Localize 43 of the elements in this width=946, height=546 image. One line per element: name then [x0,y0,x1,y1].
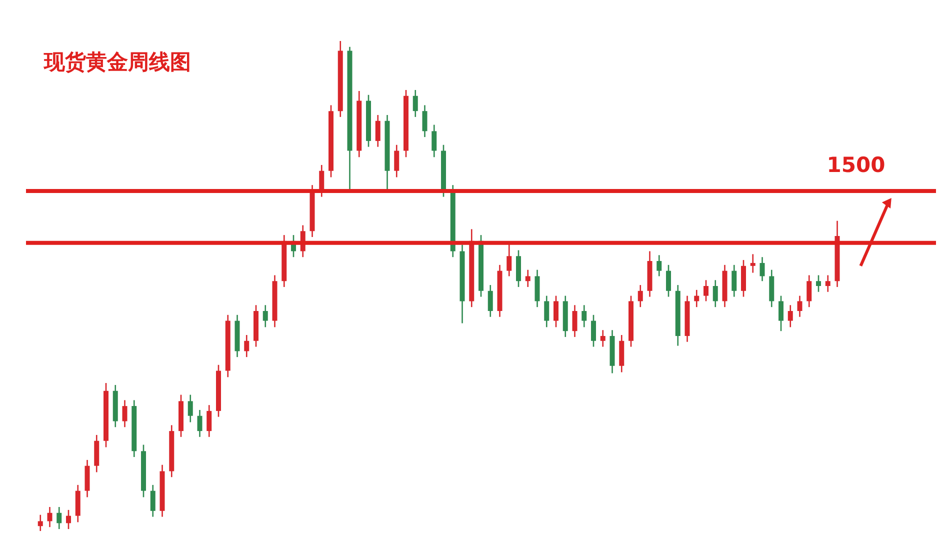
candlestick [806,274,812,308]
candlestick [206,404,212,438]
candlestick [394,144,400,178]
candlestick [244,334,250,358]
candlestick [825,274,830,293]
candlestick [544,295,550,328]
candlestick [572,304,578,338]
candlestick [638,284,643,308]
candlestick [488,284,493,318]
chart-title: 现货黄金周线图 [43,50,191,74]
candlestick [600,329,606,348]
candlestick [150,484,156,518]
candlestick [432,124,437,158]
candlestick [788,304,793,328]
candlestick [38,514,43,532]
candlestick [554,295,558,328]
candlestick [656,254,662,277]
candlestick [47,506,52,528]
candlestick [797,295,802,318]
candlestick [319,164,324,198]
candlestick [122,400,128,428]
annotation: 1500 [826,153,886,177]
candlestick [750,254,756,274]
candlestick [506,243,512,277]
candlestick [375,114,380,148]
candlestick [694,289,700,308]
candlestick [704,279,708,302]
candlestick [732,264,737,298]
candlestick [412,89,418,118]
candlestick [525,269,530,288]
candlestick [666,264,671,298]
candlestick [197,409,202,438]
candlestick [188,394,193,423]
candlestick [591,314,596,348]
candlestick [712,279,718,308]
candlestick [422,104,428,138]
candlestick [56,506,62,530]
candlestick [582,304,587,328]
candlestick [66,509,71,530]
candlestick [816,274,821,293]
candlestick [262,304,268,328]
candlestick [760,256,765,282]
candlestick [778,295,784,332]
